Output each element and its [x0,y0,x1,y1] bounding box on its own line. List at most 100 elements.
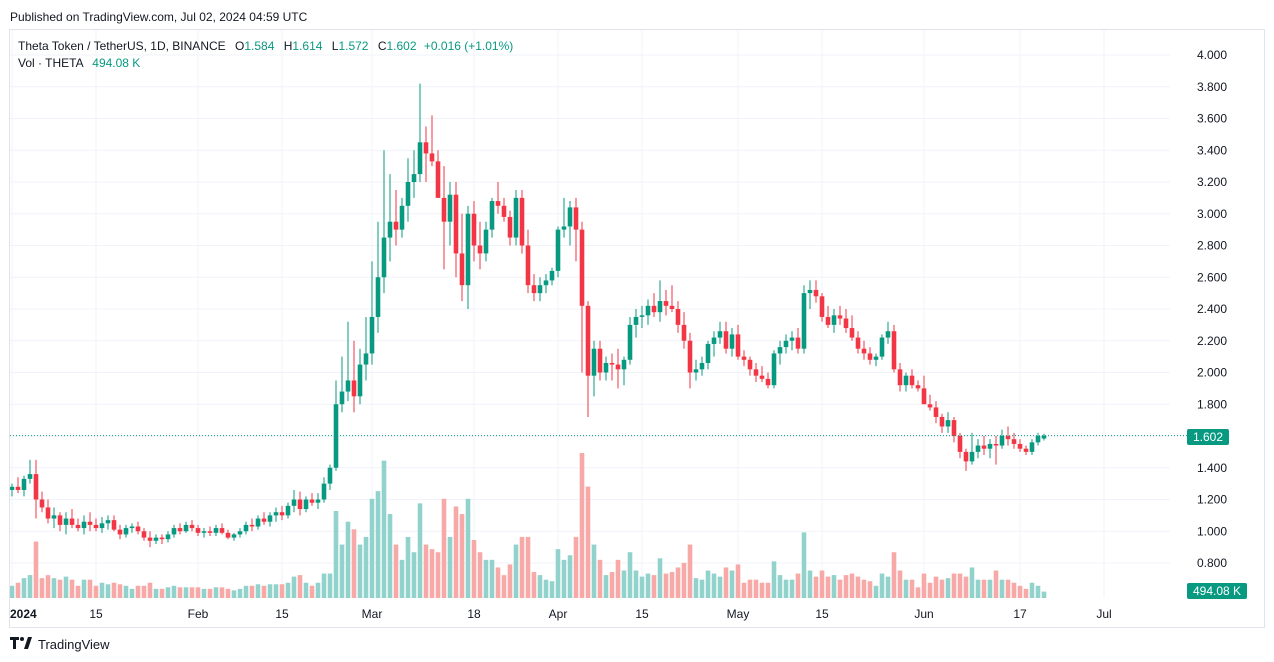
volume-bar [1023,588,1029,598]
candle-body [927,404,933,408]
volume-bar [189,587,195,598]
candle-body [1005,436,1011,440]
candle-body [903,375,909,386]
candle-body [591,348,597,376]
candle-body [21,478,27,490]
candle-body [711,337,717,344]
candle-body [795,337,801,349]
price-tick-label: 3.800 [1197,80,1227,94]
candle-body [561,226,567,230]
volume-bar [1035,585,1041,598]
volume-bar [687,544,693,598]
volume-bar [843,575,849,598]
time-tick-label: 15 [89,607,103,621]
time-tick-label: 18 [467,607,481,621]
chart-canvas[interactable]: 4.000 3.800 3.600 3.400 3.200 3.000 2.800 2.600… [10,30,1264,627]
high-label: H [283,39,293,53]
candle-body [75,524,81,529]
candles [10,83,1047,548]
volume-bar [519,536,525,598]
open-label: O [235,39,245,53]
volume-bar [357,544,363,598]
volume-bar [321,573,327,598]
volume-bar [483,559,489,598]
candle-body [207,531,213,533]
volume-bar [591,544,597,598]
candle-body [555,229,561,271]
candle-body [213,528,219,533]
chart-legend: Theta Token / TetherUS, 1D, BINANCE O1.5… [18,38,513,72]
price-axis[interactable]: 4.000 3.800 3.600 3.400 3.200 3.000 2.800 2.600… [1197,48,1227,570]
candle-body [81,521,87,529]
volume-bar [279,584,285,598]
low-label: L [331,39,339,53]
candle-body [909,375,915,386]
candle-body [453,194,459,254]
volume-bar [705,570,711,598]
candle-body [45,507,51,519]
volume-bar [987,579,993,598]
candle-body [699,362,705,370]
volume-bar [303,582,309,598]
candle-body [987,443,993,449]
volume-bar [735,564,741,598]
candle-body [747,359,753,370]
candle-body [789,337,795,341]
candle-body [39,499,45,508]
brand-name[interactable]: TradingView [38,637,110,652]
candle-body [579,229,585,306]
volume-bar [951,573,957,598]
candle-body [63,518,69,525]
candle-body [645,305,651,316]
candle-body [945,420,951,427]
candle-body [393,221,399,230]
volume-bar [159,588,165,598]
candle-body [951,420,957,436]
candle-body [621,359,627,370]
candle-body [723,331,729,349]
volume-bar [327,573,333,598]
volume-bar [585,486,591,598]
volume-bar [801,532,807,598]
candle-body [867,353,873,360]
volume-bar [291,576,297,598]
volume-bar [903,579,909,598]
candle-body [99,523,105,529]
price-tick-label: 4.000 [1197,48,1227,62]
volume-bar [369,498,375,598]
volume-bar [129,588,135,598]
time-tick-label: Jul [1096,607,1111,621]
candle-body [129,526,135,529]
last-volume-tag: 494.08 K [1187,583,1248,599]
symbol-label[interactable]: Theta Token / TetherUS, 1D, BINANCE [18,39,226,53]
time-axis[interactable]: 2024 15 Feb 15 Mar 18 Apr 15 May 15 Jun 17 Jul [10,607,1112,621]
volume-bar [561,559,567,598]
candle-body [375,277,381,317]
volume-label[interactable]: Vol · THETA [18,56,83,70]
price-tick-label: 0.800 [1197,556,1227,570]
volume-bar [177,587,183,598]
candle-body [69,518,75,525]
candle-body [123,528,129,535]
candle-body [159,537,165,540]
volume-bar [747,579,753,598]
volume-bar [183,587,189,598]
candle-body [27,474,33,479]
legend-row-ohlc: Theta Token / TetherUS, 1D, BINANCE O1.5… [18,38,513,55]
volume-bar [207,588,213,598]
volume-bar [663,573,669,598]
candle-body [633,316,639,325]
volume-value: 494.08 K [92,56,141,70]
volume-bar [609,572,615,598]
candle-body [933,407,939,417]
candle-body [705,343,711,363]
volume-bar [825,576,831,598]
volume-bar [831,575,837,598]
candle-body [735,334,741,357]
legend-row-volume: Vol · THETA 494.08 K [18,55,513,72]
footer: TradingView [10,637,110,652]
volume-bar [345,521,351,598]
tradingview-logo-icon [10,637,32,652]
candle-body [939,416,945,427]
chart-frame[interactable] [9,29,1265,628]
